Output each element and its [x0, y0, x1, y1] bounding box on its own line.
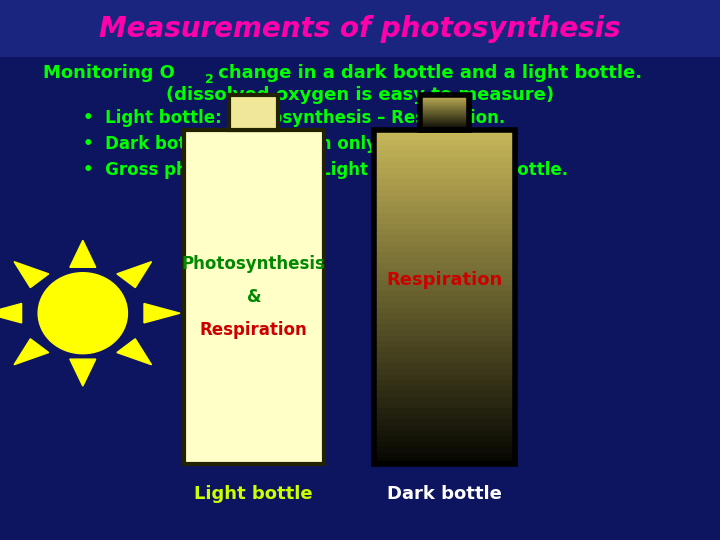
- Text: change in a dark bottle and a light bottle.: change in a dark bottle and a light bott…: [212, 64, 642, 82]
- Polygon shape: [0, 303, 22, 323]
- Polygon shape: [117, 339, 151, 364]
- Text: Light bottle: Light bottle: [194, 485, 313, 503]
- Text: &: &: [246, 288, 261, 306]
- Polygon shape: [70, 240, 96, 267]
- Polygon shape: [14, 339, 49, 364]
- Text: Dark bottle: Dark bottle: [387, 485, 502, 503]
- Text: •  Gross photosynthesis: Light bottle + Dark bottle.: • Gross photosynthesis: Light bottle + D…: [83, 160, 568, 179]
- Text: 2: 2: [205, 73, 214, 86]
- Polygon shape: [144, 303, 180, 323]
- Text: (dissolved oxygen is easy to measure): (dissolved oxygen is easy to measure): [166, 85, 554, 104]
- Text: Measurements of photosynthesis: Measurements of photosynthesis: [99, 15, 621, 43]
- Text: •  Light bottle: Photosynthesis – Respiration.: • Light bottle: Photosynthesis – Respira…: [83, 109, 505, 127]
- Bar: [374, 130, 515, 464]
- Text: Respiration: Respiration: [200, 321, 307, 340]
- Bar: [0, 0, 720, 57]
- Text: Respiration: Respiration: [387, 271, 503, 289]
- Text: •  Dark bottle: Respiration only.: • Dark bottle: Respiration only.: [83, 134, 382, 153]
- Polygon shape: [117, 262, 151, 288]
- Bar: [420, 94, 469, 130]
- Text: Photosynthesis: Photosynthesis: [182, 254, 325, 273]
- Polygon shape: [70, 359, 96, 386]
- Ellipse shape: [38, 273, 127, 354]
- Bar: [229, 94, 279, 130]
- Bar: [184, 130, 324, 464]
- Polygon shape: [14, 262, 49, 288]
- Text: Monitoring O: Monitoring O: [43, 64, 175, 82]
